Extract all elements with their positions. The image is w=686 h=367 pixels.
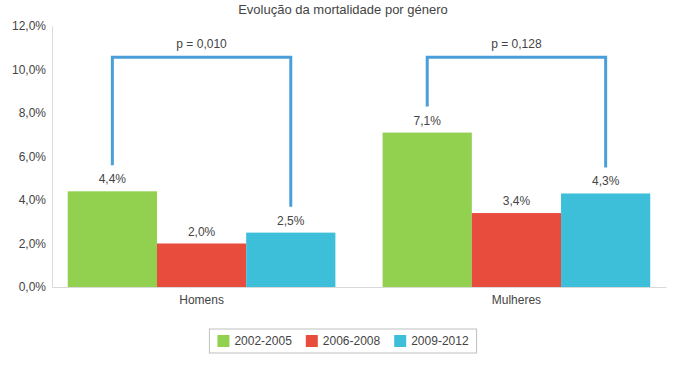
y-tick: 10,0% xyxy=(12,63,52,77)
legend-item: 2002-2005 xyxy=(217,334,292,348)
annotation: p = 0,010 xyxy=(176,37,227,51)
legend: 2002-2005 2006-2008 2009-2012 xyxy=(209,329,476,353)
y-tick-label: 12,0% xyxy=(12,19,46,33)
data-label: 2,5% xyxy=(277,214,305,228)
y-axis: 0,0% 2,0% 4,0% 6,0% 8,0% 10,0% 12,0% xyxy=(12,19,53,294)
legend-label: 2002-2005 xyxy=(234,334,292,348)
title: Evolução da mortalidade por género xyxy=(238,2,448,17)
data-label: 3,4% xyxy=(503,194,531,208)
data-label: 7,1% xyxy=(414,114,442,128)
y-tick: 8,0% xyxy=(19,106,52,120)
y-axis-line xyxy=(52,27,53,288)
x-tick: Mulheres xyxy=(492,287,541,307)
x-tick-label: Homens xyxy=(179,293,224,307)
annotations: p = 0,010 p = 0,128 xyxy=(112,37,605,206)
y-tick-label: 2,0% xyxy=(19,237,47,251)
legend-item: 2009-2012 xyxy=(394,334,469,348)
x-axis-line xyxy=(53,287,667,288)
y-tick-label: 4,0% xyxy=(19,193,47,207)
y-tick: 12,0% xyxy=(12,19,52,33)
chart: Evolução da mortalidade por género 0,0% 2,… xyxy=(0,0,686,367)
y-tick: 4,0% xyxy=(19,193,52,207)
x-tick: Homens xyxy=(179,287,224,307)
data-label: 2,0% xyxy=(188,225,216,239)
y-tick: 2,0% xyxy=(19,237,52,251)
annotation: p = 0,128 xyxy=(491,37,542,51)
plot: 0,0% 2,0% 4,0% 6,0% 8,0% 10,0% 12,0% Homens Mulh… xyxy=(12,19,667,306)
bar xyxy=(561,193,650,287)
bracket xyxy=(427,57,605,167)
legend-item: 2006-2008 xyxy=(306,334,381,348)
data-labels: 4,4% 7,1% 2,0% 3,4% 2,5% 4,3% xyxy=(99,114,620,239)
bar xyxy=(383,133,472,287)
y-tick-label: 6,0% xyxy=(19,150,47,164)
bars xyxy=(68,133,651,287)
legend-box xyxy=(209,329,476,353)
legend-swatch xyxy=(217,335,229,347)
x-axis: Homens Mulheres xyxy=(53,287,667,307)
data-label: 4,4% xyxy=(99,172,127,186)
data-label: 4,3% xyxy=(592,174,620,188)
y-tick-label: 8,0% xyxy=(19,106,47,120)
legend-swatch xyxy=(306,335,318,347)
bracket xyxy=(112,57,290,206)
y-tick-label: 10,0% xyxy=(12,63,46,77)
bar xyxy=(68,191,157,287)
y-tick-label: 0,0% xyxy=(19,280,47,294)
legend-swatch xyxy=(394,335,406,347)
legend-label: 2009-2012 xyxy=(411,334,469,348)
y-tick: 0,0% xyxy=(19,280,52,294)
bar xyxy=(472,213,561,287)
x-tick-label: Mulheres xyxy=(492,293,541,307)
bar xyxy=(246,233,335,287)
legend-label: 2006-2008 xyxy=(323,334,381,348)
bar xyxy=(157,244,246,288)
y-tick: 6,0% xyxy=(19,150,52,164)
